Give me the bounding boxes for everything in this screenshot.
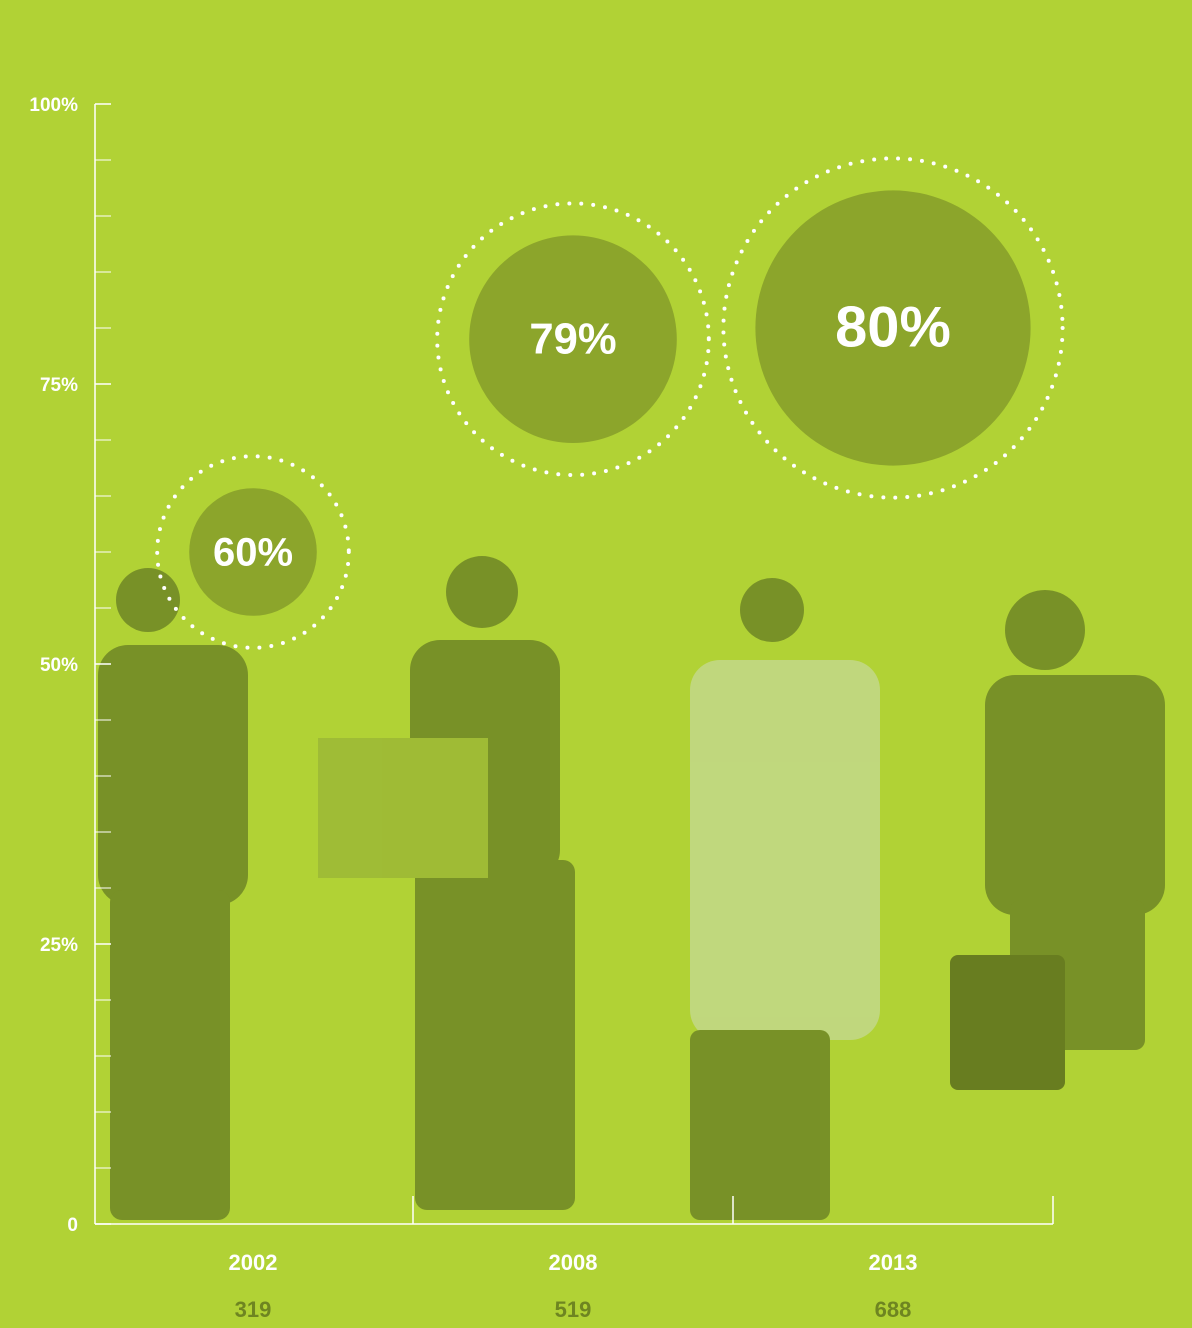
bubble-ring: [435, 201, 711, 478]
bubble-label: 79%: [529, 316, 616, 364]
bubble-ring: [155, 454, 351, 650]
bubble: [755, 190, 1031, 466]
size-label: 319: [235, 1297, 272, 1322]
y-tick-label: 75%: [40, 375, 78, 396]
y-tick-label: 50%: [40, 655, 78, 676]
size-label: 688: [875, 1297, 912, 1322]
bubble-label: 60%: [213, 531, 293, 575]
bubble-label: 80%: [835, 295, 951, 359]
bubble-ring: [721, 156, 1065, 500]
x-tick-label: 2013: [869, 1250, 918, 1275]
y-tick-label: 0: [67, 1215, 78, 1236]
x-tick-label: 2002: [229, 1250, 278, 1275]
bubble: [469, 235, 677, 443]
bubble: [189, 488, 317, 616]
y-tick-label: 100%: [29, 95, 78, 116]
people-illustration: [98, 556, 1165, 1220]
x-tick-label: 2008: [549, 1250, 598, 1275]
y-tick-label: 25%: [40, 935, 78, 956]
size-label: 519: [555, 1297, 592, 1322]
